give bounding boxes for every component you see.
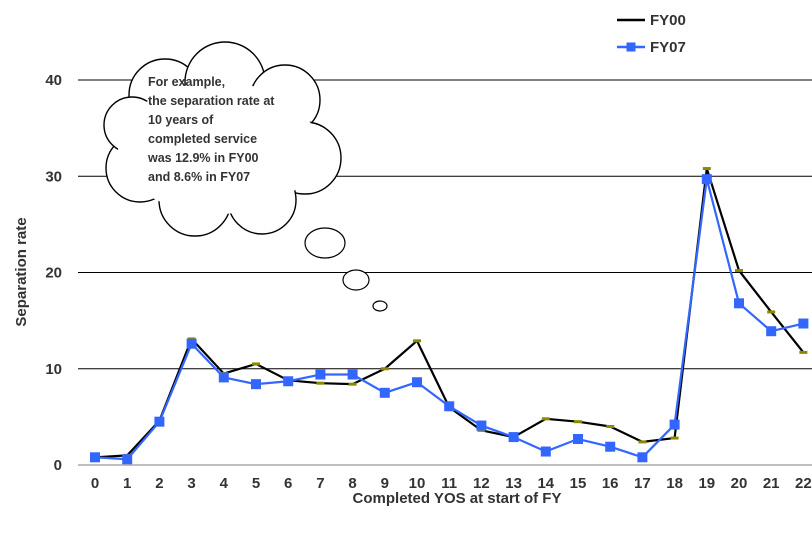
x-tick-label: 2 xyxy=(155,475,163,492)
data-point-fy07 xyxy=(186,338,197,349)
x-tick-label: 21 xyxy=(763,475,780,492)
x-tick-label: 10 xyxy=(409,475,426,492)
callout-line-1: For example, xyxy=(148,75,225,89)
x-tick-label: 16 xyxy=(602,475,619,492)
legend: FY00 FY07 xyxy=(617,12,686,56)
y-axis-title: Separation rate xyxy=(13,217,30,326)
x-tick-label: 4 xyxy=(220,475,229,492)
data-point-fy07 xyxy=(154,416,165,427)
data-point-fy07 xyxy=(701,174,712,185)
data-point-fy07 xyxy=(122,454,133,465)
data-point-fy07 xyxy=(798,318,809,329)
x-tick-label: 12 xyxy=(473,475,490,492)
x-tick-label: 17 xyxy=(634,475,651,492)
data-point-fy07 xyxy=(412,377,422,388)
y-tick-label: 40 xyxy=(45,72,62,89)
y-tick-labels: 0 10 20 30 40 xyxy=(45,72,62,474)
x-tick-label: 5 xyxy=(252,475,260,492)
callout-line-6: and 8.6% in FY07 xyxy=(148,170,250,184)
data-point-fy07 xyxy=(669,419,680,430)
callout-cloud: For example, the separation rate at 10 y… xyxy=(103,41,388,312)
data-point-fy07 xyxy=(315,369,326,380)
series-layer xyxy=(90,167,809,465)
x-tick-label: 13 xyxy=(505,475,522,492)
y-tick-label: 20 xyxy=(45,265,62,282)
data-point-fy07 xyxy=(347,369,358,380)
legend-marker-fy07 xyxy=(626,42,636,52)
data-point-fy07 xyxy=(283,376,294,387)
data-point-fy07 xyxy=(379,387,390,398)
x-tick-label: 8 xyxy=(348,475,356,492)
x-tick-label: 0 xyxy=(91,475,99,492)
x-tick-labels: 0 1 2 3 4 5 6 7 8 9 10 11 12 13 14 15 16 17 18 19 20 21 22 xyxy=(91,475,812,492)
callout-line-3: 10 years of xyxy=(148,113,214,127)
x-tick-label: 19 xyxy=(698,475,715,492)
data-point-fy07 xyxy=(90,452,100,463)
y-tick-label: 30 xyxy=(45,168,62,185)
x-tick-label: 20 xyxy=(731,475,748,492)
data-point-fy07 xyxy=(766,326,777,337)
data-point-fy07 xyxy=(251,379,261,390)
thought-bubble-large xyxy=(304,227,346,259)
y-tick-label: 0 xyxy=(54,457,62,474)
x-tick-label: 11 xyxy=(441,475,457,492)
legend-item-fy07: FY07 xyxy=(617,39,686,56)
legend-label-fy00: FY00 xyxy=(650,12,686,29)
data-point-fy07 xyxy=(444,401,455,412)
legend-item-fy00: FY00 xyxy=(617,12,686,29)
data-point-fy07 xyxy=(734,298,744,309)
thought-bubble-medium xyxy=(342,269,370,291)
x-tick-label: 3 xyxy=(187,475,195,492)
data-point-fy07 xyxy=(540,446,551,457)
x-tick-label: 1 xyxy=(123,475,131,492)
x-tick-label: 7 xyxy=(316,475,324,492)
data-point-fy07 xyxy=(605,441,616,452)
x-tick-label: 14 xyxy=(537,475,554,492)
callout-line-5: was 12.9% in FY00 xyxy=(147,151,259,165)
x-tick-label: 9 xyxy=(381,475,389,492)
legend-label-fy07: FY07 xyxy=(650,39,686,56)
callout-line-2: the separation rate at xyxy=(148,94,275,108)
x-tick-label: 6 xyxy=(284,475,292,492)
thought-bubble-small xyxy=(372,300,388,312)
x-tick-label: 18 xyxy=(666,475,683,492)
data-point-fy07 xyxy=(637,452,648,463)
y-tick-label: 10 xyxy=(45,361,62,378)
x-axis-title: Completed YOS at start of FY xyxy=(353,490,562,507)
x-tick-label: 15 xyxy=(570,475,587,492)
series-fy07 xyxy=(90,174,809,465)
data-point-fy07 xyxy=(218,372,229,383)
data-point-fy07 xyxy=(508,432,519,443)
callout-line-4: completed service xyxy=(148,132,257,146)
x-tick-label: 22 xyxy=(795,475,812,492)
data-point-fy07 xyxy=(573,434,583,445)
data-point-fy07 xyxy=(476,420,487,431)
